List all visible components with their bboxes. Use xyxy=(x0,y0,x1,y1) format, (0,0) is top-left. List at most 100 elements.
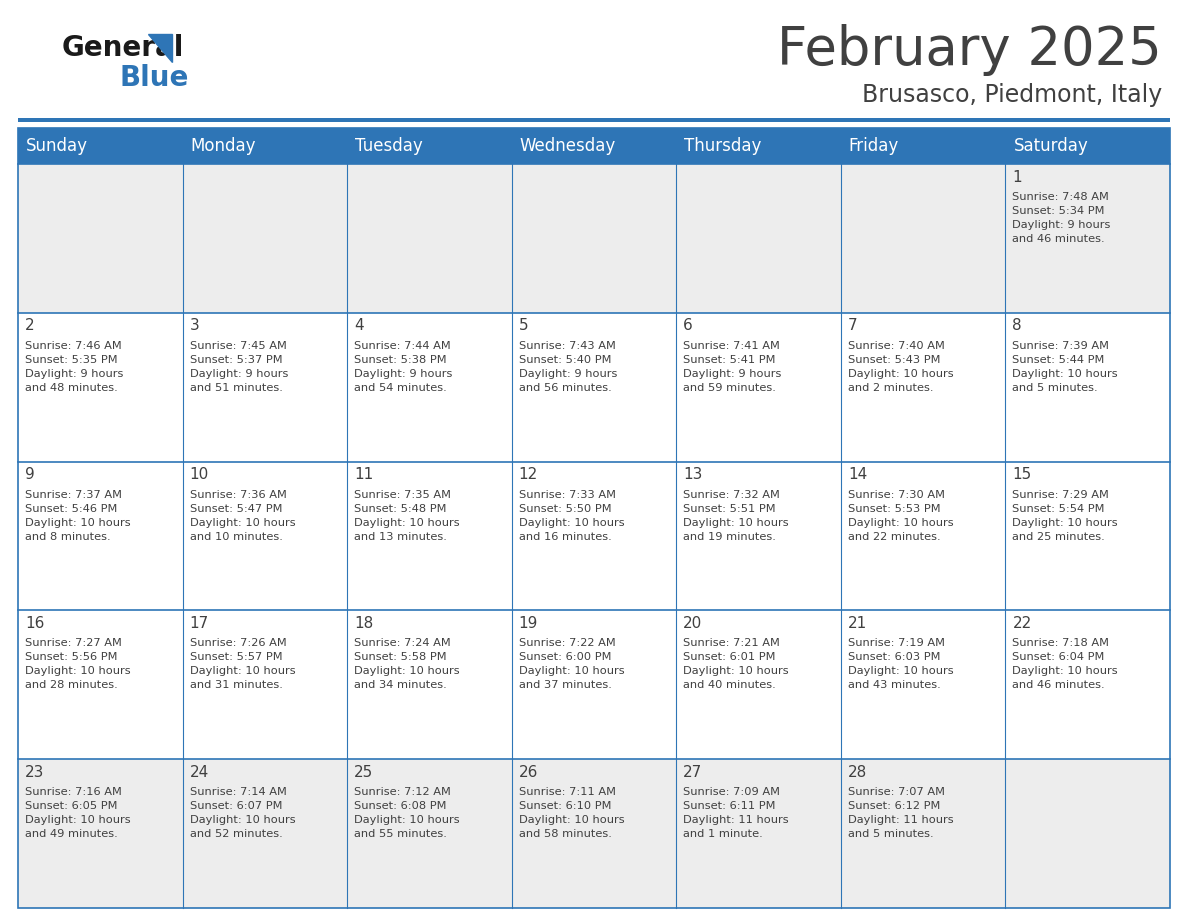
Text: Sunrise: 7:26 AM: Sunrise: 7:26 AM xyxy=(190,638,286,648)
Bar xyxy=(183,462,347,610)
Bar xyxy=(512,128,676,164)
Text: Sunset: 5:47 PM: Sunset: 5:47 PM xyxy=(190,504,282,513)
Text: Sunrise: 7:37 AM: Sunrise: 7:37 AM xyxy=(25,489,122,499)
Text: Sunrise: 7:35 AM: Sunrise: 7:35 AM xyxy=(354,489,451,499)
Text: Daylight: 10 hours: Daylight: 10 hours xyxy=(683,518,789,528)
Text: Sunset: 5:34 PM: Sunset: 5:34 PM xyxy=(1012,206,1105,216)
Text: Sunset: 5:38 PM: Sunset: 5:38 PM xyxy=(354,354,447,364)
Text: and 5 minutes.: and 5 minutes. xyxy=(848,829,934,839)
Bar xyxy=(512,462,676,610)
Text: and 5 minutes.: and 5 minutes. xyxy=(1012,383,1098,393)
Text: Sunset: 5:58 PM: Sunset: 5:58 PM xyxy=(354,653,447,663)
Bar xyxy=(183,759,347,908)
Text: Blue: Blue xyxy=(120,64,189,92)
Text: Sunrise: 7:41 AM: Sunrise: 7:41 AM xyxy=(683,341,781,351)
Text: Saturday: Saturday xyxy=(1013,137,1088,155)
Text: Sunrise: 7:44 AM: Sunrise: 7:44 AM xyxy=(354,341,451,351)
Bar xyxy=(1005,759,1170,908)
Bar xyxy=(18,128,183,164)
Bar xyxy=(347,759,512,908)
Text: and 22 minutes.: and 22 minutes. xyxy=(848,532,941,542)
Text: Wednesday: Wednesday xyxy=(519,137,615,155)
Text: and 51 minutes.: and 51 minutes. xyxy=(190,383,283,393)
Text: Daylight: 10 hours: Daylight: 10 hours xyxy=(25,518,131,528)
Text: 28: 28 xyxy=(848,765,867,779)
Text: Sunrise: 7:27 AM: Sunrise: 7:27 AM xyxy=(25,638,122,648)
Text: Sunset: 5:46 PM: Sunset: 5:46 PM xyxy=(25,504,118,513)
Bar xyxy=(347,164,512,313)
Text: 9: 9 xyxy=(25,467,34,482)
Text: and 34 minutes.: and 34 minutes. xyxy=(354,680,447,690)
Text: Sunset: 5:43 PM: Sunset: 5:43 PM xyxy=(848,354,941,364)
Bar xyxy=(841,462,1005,610)
Bar xyxy=(18,164,183,313)
Text: and 25 minutes.: and 25 minutes. xyxy=(1012,532,1105,542)
Text: 21: 21 xyxy=(848,616,867,631)
Bar xyxy=(18,313,183,462)
Bar xyxy=(183,164,347,313)
Bar xyxy=(512,164,676,313)
Text: February 2025: February 2025 xyxy=(777,24,1162,76)
Bar xyxy=(1005,164,1170,313)
Text: Sunset: 6:00 PM: Sunset: 6:00 PM xyxy=(519,653,611,663)
Bar xyxy=(1005,128,1170,164)
Bar xyxy=(841,164,1005,313)
Text: and 37 minutes.: and 37 minutes. xyxy=(519,680,612,690)
Text: 24: 24 xyxy=(190,765,209,779)
Text: Sunrise: 7:46 AM: Sunrise: 7:46 AM xyxy=(25,341,121,351)
Text: Sunset: 5:48 PM: Sunset: 5:48 PM xyxy=(354,504,447,513)
Text: and 10 minutes.: and 10 minutes. xyxy=(190,532,283,542)
Text: Daylight: 10 hours: Daylight: 10 hours xyxy=(1012,518,1118,528)
Text: Daylight: 11 hours: Daylight: 11 hours xyxy=(848,815,954,825)
Text: and 40 minutes.: and 40 minutes. xyxy=(683,680,776,690)
Text: 22: 22 xyxy=(1012,616,1031,631)
Text: and 28 minutes.: and 28 minutes. xyxy=(25,680,118,690)
Text: Sunrise: 7:12 AM: Sunrise: 7:12 AM xyxy=(354,788,451,797)
Text: Daylight: 10 hours: Daylight: 10 hours xyxy=(25,815,131,825)
Text: Thursday: Thursday xyxy=(684,137,762,155)
Text: Daylight: 10 hours: Daylight: 10 hours xyxy=(354,666,460,677)
Text: Sunrise: 7:11 AM: Sunrise: 7:11 AM xyxy=(519,788,615,797)
Bar xyxy=(18,610,183,759)
Text: 3: 3 xyxy=(190,319,200,333)
Text: Sunrise: 7:32 AM: Sunrise: 7:32 AM xyxy=(683,489,781,499)
Text: Daylight: 9 hours: Daylight: 9 hours xyxy=(1012,220,1111,230)
Bar xyxy=(676,759,841,908)
Text: 10: 10 xyxy=(190,467,209,482)
Text: Sunset: 5:37 PM: Sunset: 5:37 PM xyxy=(190,354,283,364)
Text: Daylight: 9 hours: Daylight: 9 hours xyxy=(519,369,617,379)
Bar xyxy=(841,759,1005,908)
Text: Sunrise: 7:07 AM: Sunrise: 7:07 AM xyxy=(848,788,944,797)
Text: Sunrise: 7:22 AM: Sunrise: 7:22 AM xyxy=(519,638,615,648)
Text: Brusasco, Piedmont, Italy: Brusasco, Piedmont, Italy xyxy=(861,83,1162,107)
Text: Sunrise: 7:29 AM: Sunrise: 7:29 AM xyxy=(1012,489,1110,499)
Text: and 58 minutes.: and 58 minutes. xyxy=(519,829,612,839)
Text: Sunrise: 7:09 AM: Sunrise: 7:09 AM xyxy=(683,788,781,797)
Bar xyxy=(1005,313,1170,462)
Text: Daylight: 10 hours: Daylight: 10 hours xyxy=(190,518,295,528)
Bar xyxy=(183,610,347,759)
Text: Sunrise: 7:21 AM: Sunrise: 7:21 AM xyxy=(683,638,781,648)
Text: Daylight: 9 hours: Daylight: 9 hours xyxy=(25,369,124,379)
Bar xyxy=(18,759,183,908)
Text: 17: 17 xyxy=(190,616,209,631)
Text: Sunrise: 7:18 AM: Sunrise: 7:18 AM xyxy=(1012,638,1110,648)
Text: Sunrise: 7:40 AM: Sunrise: 7:40 AM xyxy=(848,341,944,351)
Text: and 31 minutes.: and 31 minutes. xyxy=(190,680,283,690)
Text: Sunset: 6:03 PM: Sunset: 6:03 PM xyxy=(848,653,941,663)
Bar xyxy=(676,313,841,462)
Bar xyxy=(841,313,1005,462)
Bar xyxy=(347,462,512,610)
Bar xyxy=(1005,610,1170,759)
Text: Sunset: 5:56 PM: Sunset: 5:56 PM xyxy=(25,653,118,663)
Text: Daylight: 10 hours: Daylight: 10 hours xyxy=(25,666,131,677)
Text: and 16 minutes.: and 16 minutes. xyxy=(519,532,612,542)
Text: 13: 13 xyxy=(683,467,702,482)
Text: Sunset: 5:50 PM: Sunset: 5:50 PM xyxy=(519,504,612,513)
Bar xyxy=(676,128,841,164)
Text: 18: 18 xyxy=(354,616,373,631)
Bar xyxy=(347,610,512,759)
Text: and 49 minutes.: and 49 minutes. xyxy=(25,829,118,839)
Text: and 2 minutes.: and 2 minutes. xyxy=(848,383,934,393)
Text: Daylight: 10 hours: Daylight: 10 hours xyxy=(354,815,460,825)
